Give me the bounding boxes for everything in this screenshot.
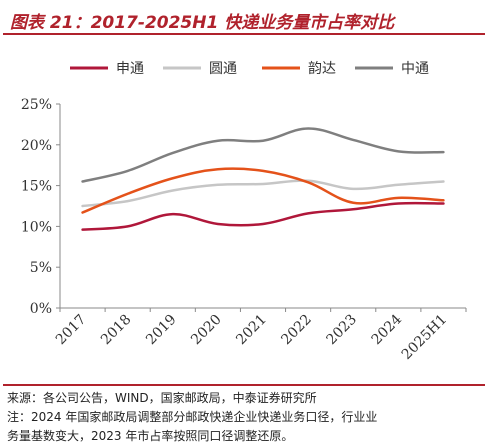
- y-tick-label: 0%: [30, 301, 52, 317]
- y-tick-label: 20%: [21, 138, 52, 154]
- x-tick-label: 2019: [143, 312, 180, 349]
- footnote-line-1: 注：2024 年国家邮政局调整部分邮政快递企业快递业务口径，行业业: [7, 410, 378, 424]
- line-chart: 申通 圆通 韵达 中通 0%5%10%15%20%25% 2017 2018 2019 20…: [21, 61, 467, 363]
- series-line-3: [81, 167, 445, 214]
- x-tick-label: 2025H1: [399, 312, 450, 363]
- x-tick-label: 2020: [188, 312, 225, 349]
- legend-label: 韵达: [308, 61, 336, 77]
- x-tick-label: 2022: [278, 312, 315, 349]
- legend-label: 申通: [116, 61, 144, 77]
- source-note: 来源：各公司公告，WIND，国家邮政局，中泰证券研究所: [7, 391, 317, 405]
- x-tick-label: 2018: [98, 312, 135, 349]
- y-tick-label: 25%: [21, 97, 52, 113]
- y-tick-label: 10%: [21, 219, 52, 235]
- y-tick-label: 15%: [21, 179, 52, 195]
- x-tick-label: 2021: [233, 312, 270, 349]
- title-bar: 图表 21：2017-2025H1 快递业务量市占率对比: [3, 3, 485, 35]
- x-tick-label: 2023: [324, 312, 361, 349]
- footer-divider: [3, 384, 485, 386]
- chart-legend: 申通 圆通 韵达 中通: [70, 61, 429, 77]
- y-axis: 0% 5% 10% 15% 20% 25%: [21, 97, 61, 317]
- series-layer: [81, 127, 445, 231]
- series-line-1: [81, 201, 445, 231]
- x-tick-label: 2017: [53, 312, 90, 349]
- chart-title: 图表 21：2017-2025H1 快递业务量市占率对比: [10, 13, 395, 33]
- series-line-2: [81, 179, 445, 208]
- legend-label: 圆通: [209, 61, 237, 77]
- y-tick-label: 5%: [30, 260, 52, 276]
- footnote-line-2: 务量基数变大，2023 年市占率按照同口径调整还原。: [7, 429, 294, 443]
- series-line-4: [81, 127, 445, 183]
- legend-label: 中通: [401, 61, 429, 77]
- x-tick-label: 2024: [369, 311, 406, 348]
